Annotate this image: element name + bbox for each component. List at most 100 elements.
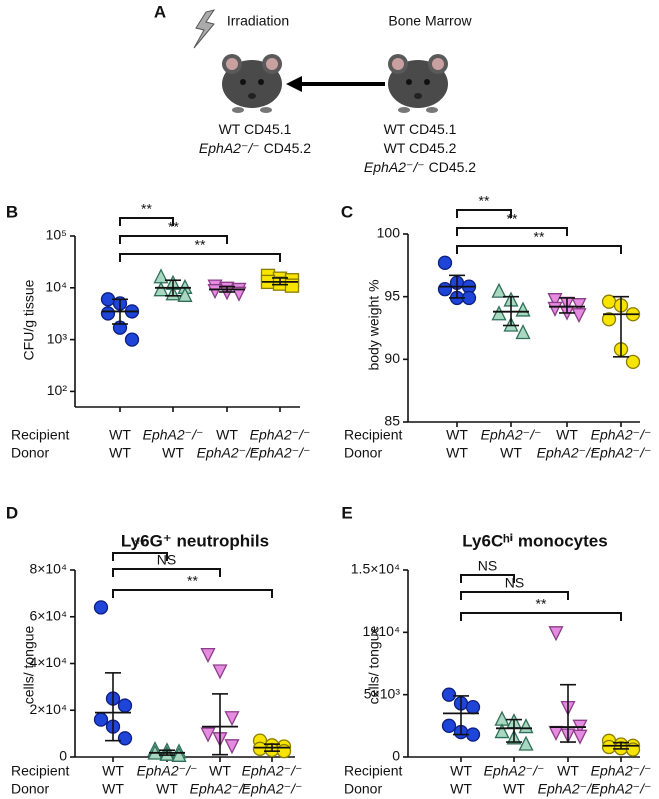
significance-label: NS — [505, 575, 524, 591]
point — [515, 301, 531, 317]
point — [548, 626, 564, 642]
point — [491, 282, 507, 298]
category-label: WT — [162, 445, 184, 461]
row-label: Recipient — [344, 427, 402, 443]
point — [601, 312, 617, 327]
category-label: WT — [102, 763, 124, 779]
y-tick-label: 6×10⁴ — [29, 607, 67, 623]
lightning-icon — [193, 9, 216, 49]
genotype-text: EphA2⁻/⁻ — [199, 140, 260, 156]
category-label: WT — [450, 763, 472, 779]
genotype-line: WT CD45.1 — [219, 121, 292, 137]
significance-bracket — [460, 574, 515, 583]
y-tick-label: 10² — [47, 382, 68, 398]
y-tick-label: 1×10⁴ — [362, 623, 400, 639]
category-label: EphA2⁻/⁻ — [197, 445, 258, 461]
genotype-line: WT CD45.1 — [384, 121, 457, 137]
significance-bracket — [456, 209, 512, 218]
point — [212, 664, 228, 680]
row-label: Recipient — [11, 427, 69, 443]
significance-label: ** — [536, 596, 547, 612]
point — [153, 281, 169, 297]
genotype-text: EphA2⁻/⁻ — [364, 159, 425, 175]
panel-letter: C — [341, 202, 353, 221]
y-axis-label: CFU/g tissue — [21, 279, 37, 360]
category-label: WT — [109, 445, 131, 461]
y-tick-label: 95 — [384, 287, 400, 303]
row-label: Recipient — [11, 763, 69, 779]
point — [518, 735, 534, 751]
significance-label: ** — [168, 219, 179, 235]
point — [547, 293, 563, 309]
point — [441, 687, 457, 702]
y-tick-label: 4×10⁴ — [29, 654, 67, 670]
category-label: WT — [500, 445, 522, 461]
panel-letter: E — [341, 503, 352, 522]
point — [124, 332, 140, 347]
point — [572, 729, 588, 745]
point — [571, 298, 587, 314]
significance-bracket — [119, 253, 281, 262]
point — [117, 731, 133, 746]
point — [171, 746, 187, 762]
category-label: EphA2⁻/⁻ — [591, 445, 652, 461]
chart: D Ly6G⁺ neutrophils cells/ tongue 0 2×10⁴ 4×1… — [6, 503, 302, 796]
arrow-head — [286, 76, 302, 92]
significance-bracket — [456, 227, 568, 236]
chart: B CFU/g tissue 10² 10³ 10⁴ 10⁵ Recipient Donor W… — [6, 201, 310, 461]
y-tick-label: 10³ — [47, 330, 68, 346]
category-label: EphA2⁻/⁻ — [250, 427, 311, 443]
significance-bracket — [460, 591, 569, 600]
y-tick-label: 85 — [384, 413, 400, 429]
point — [200, 727, 216, 743]
mouse-donor — [388, 54, 448, 113]
category-label: EphA2⁻/⁻ — [484, 763, 545, 779]
category-label: EphA2⁻/⁻ — [591, 763, 652, 779]
category-label: WT — [216, 427, 238, 443]
category-label: WT — [109, 427, 131, 443]
y-tick-label: 10⁵ — [46, 227, 67, 243]
panel-a: A Irradiation Bone Marrow WT CD45.1 EphA2… — [154, 2, 476, 174]
y-tick-label: 90 — [384, 350, 400, 366]
y-tick-label: 8×10⁴ — [29, 561, 67, 577]
genotype-text: WT CD45.2 — [384, 140, 457, 156]
point — [117, 698, 133, 713]
point — [224, 739, 240, 755]
category-label: EphA2⁻/⁻ — [481, 427, 542, 443]
category-label: WT — [156, 781, 178, 797]
point — [625, 354, 641, 369]
point — [437, 281, 453, 297]
y-tick-label: 100 — [377, 225, 401, 241]
category-label: WT — [102, 781, 124, 797]
category-label: EphA2⁻/⁻ — [190, 781, 251, 797]
bone-marrow-label: Bone Marrow — [388, 13, 472, 29]
significance-label: ** — [534, 229, 545, 245]
point — [207, 284, 223, 300]
point — [494, 723, 510, 739]
significance-label: ** — [507, 211, 518, 227]
row-label: Donor — [344, 781, 382, 797]
chart-title: Ly6Cʰⁱ monocytes — [462, 531, 607, 550]
category-label: EphA2⁻/⁻ — [137, 763, 198, 779]
point — [224, 711, 240, 727]
significance-label: NS — [478, 558, 497, 574]
significance-bracket — [119, 217, 174, 226]
y-tick-label: 0 — [59, 748, 67, 764]
row-label: Donor — [11, 781, 49, 797]
point — [177, 286, 193, 302]
category-label: WT — [450, 781, 472, 797]
significance-label: ** — [135, 536, 146, 552]
y-tick-label: 5×10³ — [364, 685, 401, 701]
significance-label: ** — [187, 573, 198, 589]
point — [547, 301, 563, 317]
point — [93, 712, 109, 727]
category-label: EphA2⁻/⁻ — [591, 781, 652, 797]
category-label: EphA2⁻/⁻ — [242, 763, 303, 779]
point — [571, 308, 587, 324]
point — [491, 305, 507, 321]
category-label: WT — [209, 763, 231, 779]
significance-bracket — [119, 235, 228, 244]
